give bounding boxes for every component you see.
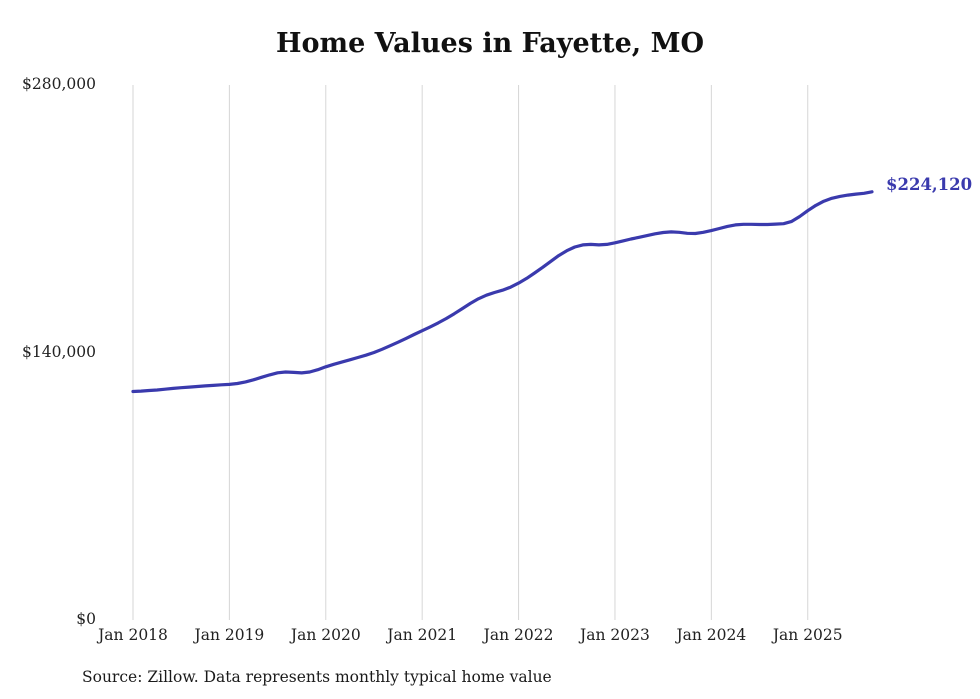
x-axis-label: Jan 2025	[772, 626, 843, 644]
y-axis-label: $140,000	[22, 342, 96, 361]
source-note: Source: Zillow. Data represents monthly …	[82, 668, 552, 686]
x-axis-label: Jan 2024	[676, 626, 747, 644]
x-axis-label: Jan 2018	[98, 626, 168, 644]
y-axis-label: $0	[76, 610, 96, 628]
x-axis-label: Jan 2023	[580, 626, 650, 644]
x-axis-label: Jan 2022	[483, 626, 554, 644]
x-axis-label: Jan 2021	[387, 626, 458, 644]
chart-title: Home Values in Fayette, MO	[276, 28, 704, 59]
x-axis-label: Jan 2020	[290, 626, 361, 644]
current-value-label: $224,120	[886, 174, 973, 194]
y-axis-label: $280,000	[22, 75, 96, 93]
x-axis-label: Jan 2019	[194, 626, 265, 644]
home-value-series-line	[131, 190, 874, 394]
